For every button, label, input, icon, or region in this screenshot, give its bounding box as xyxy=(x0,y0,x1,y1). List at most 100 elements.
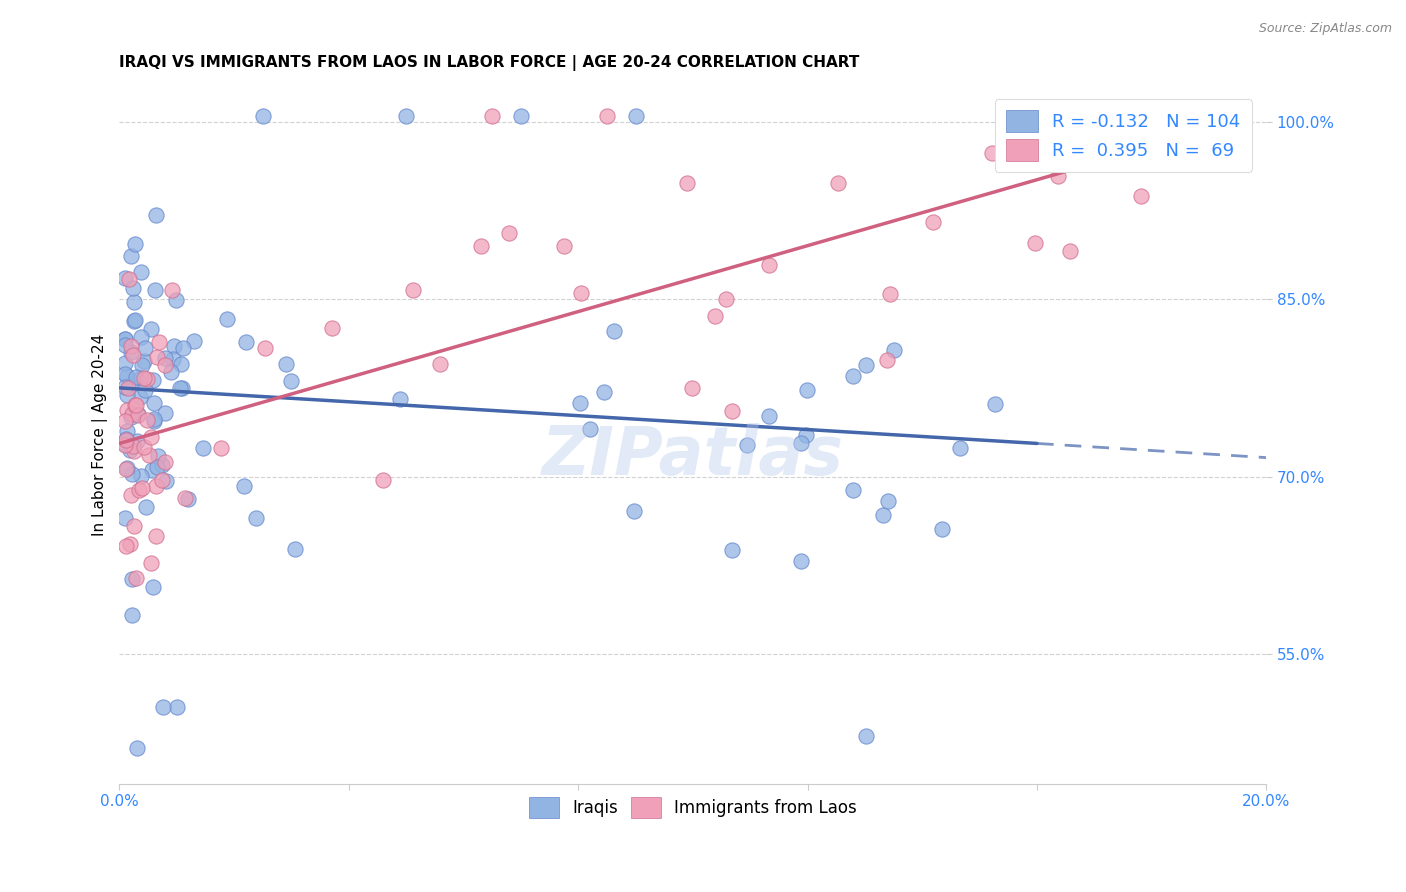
Point xyxy=(162,352,184,367)
Point xyxy=(115,424,138,438)
Point xyxy=(569,396,592,410)
Point xyxy=(114,511,136,525)
Point xyxy=(170,357,193,371)
Point xyxy=(142,373,165,387)
Point xyxy=(254,342,277,356)
Point xyxy=(153,358,176,372)
Point xyxy=(143,414,166,428)
Point xyxy=(115,433,138,447)
Point xyxy=(991,109,1014,123)
Point xyxy=(118,271,141,285)
Point xyxy=(681,381,703,395)
Point xyxy=(1024,236,1046,251)
Point xyxy=(170,381,193,395)
Point xyxy=(120,339,142,353)
Point xyxy=(143,396,166,410)
Point xyxy=(131,358,153,372)
Point xyxy=(114,332,136,346)
Point xyxy=(931,522,953,536)
Point xyxy=(121,467,143,482)
Point xyxy=(122,444,145,458)
Point xyxy=(1059,244,1081,258)
Point xyxy=(498,227,520,241)
Point xyxy=(135,372,157,386)
Point xyxy=(177,492,200,507)
Text: ZIPatlas: ZIPatlas xyxy=(541,423,844,489)
Point xyxy=(117,381,139,395)
Point xyxy=(233,478,256,492)
Point xyxy=(949,442,972,456)
Point xyxy=(877,494,900,508)
Point xyxy=(569,285,592,300)
Point xyxy=(136,413,159,427)
Point xyxy=(148,334,170,349)
Point xyxy=(790,436,813,450)
Point xyxy=(114,332,136,346)
Point xyxy=(129,469,152,483)
Point xyxy=(120,378,142,392)
Point xyxy=(245,511,267,525)
Point xyxy=(124,398,146,412)
Point xyxy=(122,295,145,310)
Point xyxy=(124,313,146,327)
Point xyxy=(796,384,818,398)
Point xyxy=(155,474,177,488)
Point xyxy=(624,109,647,123)
Point xyxy=(235,335,257,350)
Point xyxy=(280,374,302,388)
Point xyxy=(114,338,136,352)
Point xyxy=(122,313,145,327)
Point xyxy=(160,366,183,380)
Legend: Iraqis, Immigrants from Laos: Iraqis, Immigrants from Laos xyxy=(522,790,863,824)
Point xyxy=(132,354,155,368)
Point xyxy=(115,388,138,402)
Point xyxy=(470,238,492,252)
Point xyxy=(676,176,699,190)
Point xyxy=(143,284,166,298)
Point xyxy=(122,519,145,533)
Point xyxy=(1047,169,1070,184)
Point xyxy=(114,432,136,446)
Point xyxy=(122,439,145,453)
Point xyxy=(146,450,169,464)
Point xyxy=(114,539,136,553)
Point xyxy=(321,321,343,335)
Point xyxy=(125,370,148,384)
Point xyxy=(155,351,177,365)
Point xyxy=(128,483,150,497)
Point xyxy=(141,430,163,444)
Point xyxy=(142,580,165,594)
Point xyxy=(162,283,184,297)
Point xyxy=(122,281,145,295)
Point xyxy=(842,483,865,497)
Point xyxy=(481,109,503,123)
Point xyxy=(153,406,176,420)
Point xyxy=(276,357,298,371)
Point xyxy=(842,368,865,383)
Point xyxy=(114,380,136,394)
Point xyxy=(114,271,136,285)
Point xyxy=(120,537,142,551)
Point xyxy=(131,371,153,385)
Point xyxy=(125,571,148,585)
Point xyxy=(789,554,811,568)
Point xyxy=(922,215,945,229)
Point xyxy=(623,504,645,518)
Point xyxy=(402,283,425,297)
Point xyxy=(146,460,169,475)
Point xyxy=(134,384,156,398)
Point xyxy=(118,442,141,457)
Point xyxy=(429,357,451,371)
Point xyxy=(121,608,143,623)
Point xyxy=(395,109,418,123)
Point xyxy=(129,265,152,279)
Point xyxy=(984,397,1007,411)
Point xyxy=(152,700,174,714)
Point xyxy=(165,293,187,307)
Point xyxy=(1083,109,1105,123)
Point xyxy=(721,543,744,558)
Point xyxy=(127,409,149,423)
Point xyxy=(146,351,169,365)
Point xyxy=(114,436,136,450)
Point xyxy=(121,407,143,421)
